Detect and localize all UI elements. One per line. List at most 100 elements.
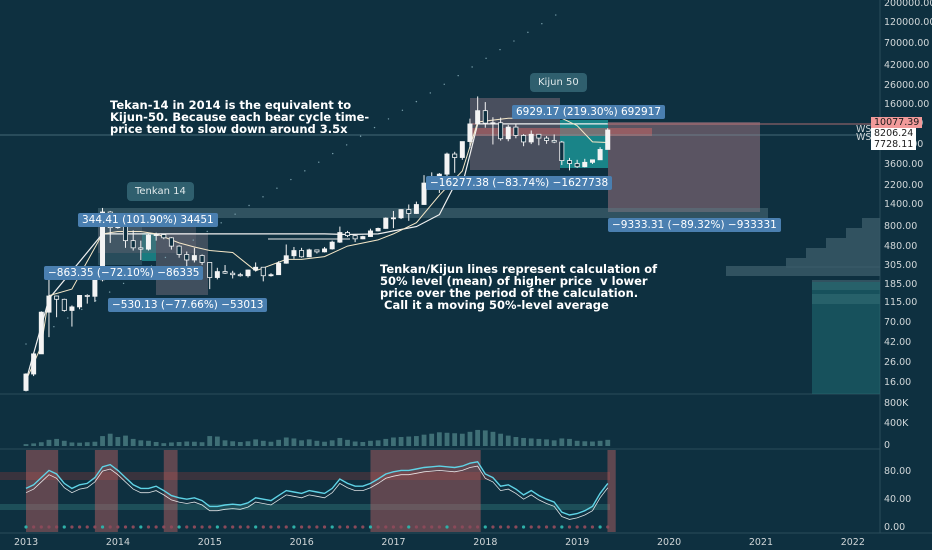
oscillator-dot xyxy=(445,525,449,529)
candle-body xyxy=(61,298,67,311)
candle-body xyxy=(521,135,527,143)
oscillator-dot xyxy=(162,525,166,529)
oscillator-dot xyxy=(208,525,212,529)
volume-bar xyxy=(84,442,90,446)
projection-dot xyxy=(541,23,543,25)
oscillator-dot xyxy=(407,525,411,529)
oscillator-dot xyxy=(131,525,135,529)
measure-label-2014-down[interactable]: −863.35 (−72.10%) −86335 xyxy=(44,266,204,280)
time-tick-label: 2022 xyxy=(840,537,865,548)
oscillator-dot xyxy=(552,525,556,529)
oscillator-dot xyxy=(223,525,227,529)
kijun-50-callout[interactable]: Kijun 50 xyxy=(530,73,587,92)
volume-bar xyxy=(69,442,75,446)
time-tick-label: 2014 xyxy=(105,537,131,548)
oscillator-dot xyxy=(254,525,258,529)
oscillator-dot xyxy=(476,525,480,529)
time-tick-label: 2021 xyxy=(748,537,774,548)
projection-dot xyxy=(248,204,250,207)
projection-dot xyxy=(359,135,362,137)
measure-label-2018-down[interactable]: −16277.38 (−83.74%) −1627738 xyxy=(426,176,613,190)
candle-body xyxy=(260,266,266,277)
volume-bar xyxy=(38,442,44,446)
volume-profile-bar xyxy=(846,228,880,238)
measure-label-2019-down[interactable]: −9333.31 (−89.32%) −933331 xyxy=(608,218,781,232)
volume-bar xyxy=(23,444,29,446)
volume-bar xyxy=(92,441,98,446)
oscillator-dot xyxy=(521,525,526,529)
volume-bar xyxy=(237,441,243,446)
candle-body xyxy=(475,110,481,125)
candle-body xyxy=(222,271,228,274)
oscillator-zone xyxy=(94,450,118,532)
candle-body xyxy=(490,122,496,125)
volume-bar xyxy=(61,440,67,446)
oscillator-dot xyxy=(231,525,235,529)
volume-profile-bar xyxy=(862,218,880,228)
volume-bar xyxy=(46,439,52,446)
candle-body xyxy=(551,140,557,143)
oscillator-tick-label: 0.00 xyxy=(884,522,906,533)
tenkan-14-callout[interactable]: Tenkan 14 xyxy=(127,182,194,201)
oscillator-dot xyxy=(307,525,311,529)
projection-dot xyxy=(513,40,515,42)
oscillator-dot xyxy=(154,525,158,529)
oscillator-dot xyxy=(123,525,128,529)
volume-bar xyxy=(597,440,603,446)
volume-bar xyxy=(360,441,366,446)
volume-bar xyxy=(398,437,404,446)
oscillator-dot xyxy=(414,525,418,529)
candle-body xyxy=(237,274,243,277)
volume-bar xyxy=(222,440,228,446)
volume-bar xyxy=(521,437,526,446)
oscillator-dot xyxy=(315,525,319,529)
projection-dot xyxy=(276,187,278,189)
ws-label-1: WS xyxy=(856,124,872,135)
projection-dot xyxy=(429,92,432,94)
candle-body xyxy=(138,247,144,250)
volume-bar xyxy=(184,441,190,446)
volume-bar xyxy=(314,440,320,446)
measure-label-2018-up[interactable]: 6929.17 (219.30%) 692917 xyxy=(512,105,666,119)
oscillator-dot xyxy=(146,525,151,529)
oscillator-dot xyxy=(139,525,143,529)
volume-bar xyxy=(505,435,511,446)
volume-bar xyxy=(192,441,197,446)
candle-body xyxy=(92,279,98,297)
volume-bar xyxy=(214,436,220,446)
annotation-tenkan-note[interactable]: Tekan-14 in 2014 is the equivalent to Ki… xyxy=(110,98,370,136)
oscillator-dot xyxy=(430,525,434,529)
oscillator-dot xyxy=(55,525,59,529)
projection-dot xyxy=(25,343,27,345)
candle-body xyxy=(505,126,511,140)
ws-label-2: WS xyxy=(856,132,872,143)
candle-body xyxy=(375,228,381,232)
volume-bar xyxy=(268,441,274,446)
measure-label-2014-up[interactable]: 344.41 (101.90%) 34451 xyxy=(78,213,218,227)
annotation-tenkan-kijun-note[interactable]: Tenkan/Kijun lines represent calculation… xyxy=(380,262,658,312)
volume-bar xyxy=(31,443,37,446)
volume-bar xyxy=(582,441,588,446)
volume-profile-zone xyxy=(812,282,880,394)
oversold-band xyxy=(0,504,610,510)
candle-body xyxy=(130,240,136,249)
candle-body xyxy=(337,232,343,243)
candle-body xyxy=(306,249,312,258)
oscillator-dot xyxy=(529,525,533,529)
candle-body xyxy=(528,133,534,143)
candle-body xyxy=(46,295,52,313)
projection-dot xyxy=(471,66,473,68)
oscillator-dot xyxy=(590,525,595,529)
price-tag-mid: 8206.24 xyxy=(871,128,917,139)
measure-label-2015-down[interactable]: −530.13 (−77.66%) −53013 xyxy=(108,298,268,312)
candle-body xyxy=(559,141,565,161)
oscillator-dot xyxy=(338,525,342,529)
price-tick-label: 185.00 xyxy=(884,279,918,290)
oscillator-dot xyxy=(437,525,441,529)
volume-bar xyxy=(176,441,182,446)
volume-bar xyxy=(375,440,381,446)
price-tick-label: 70.00 xyxy=(884,317,912,328)
projection-dot xyxy=(485,57,487,60)
